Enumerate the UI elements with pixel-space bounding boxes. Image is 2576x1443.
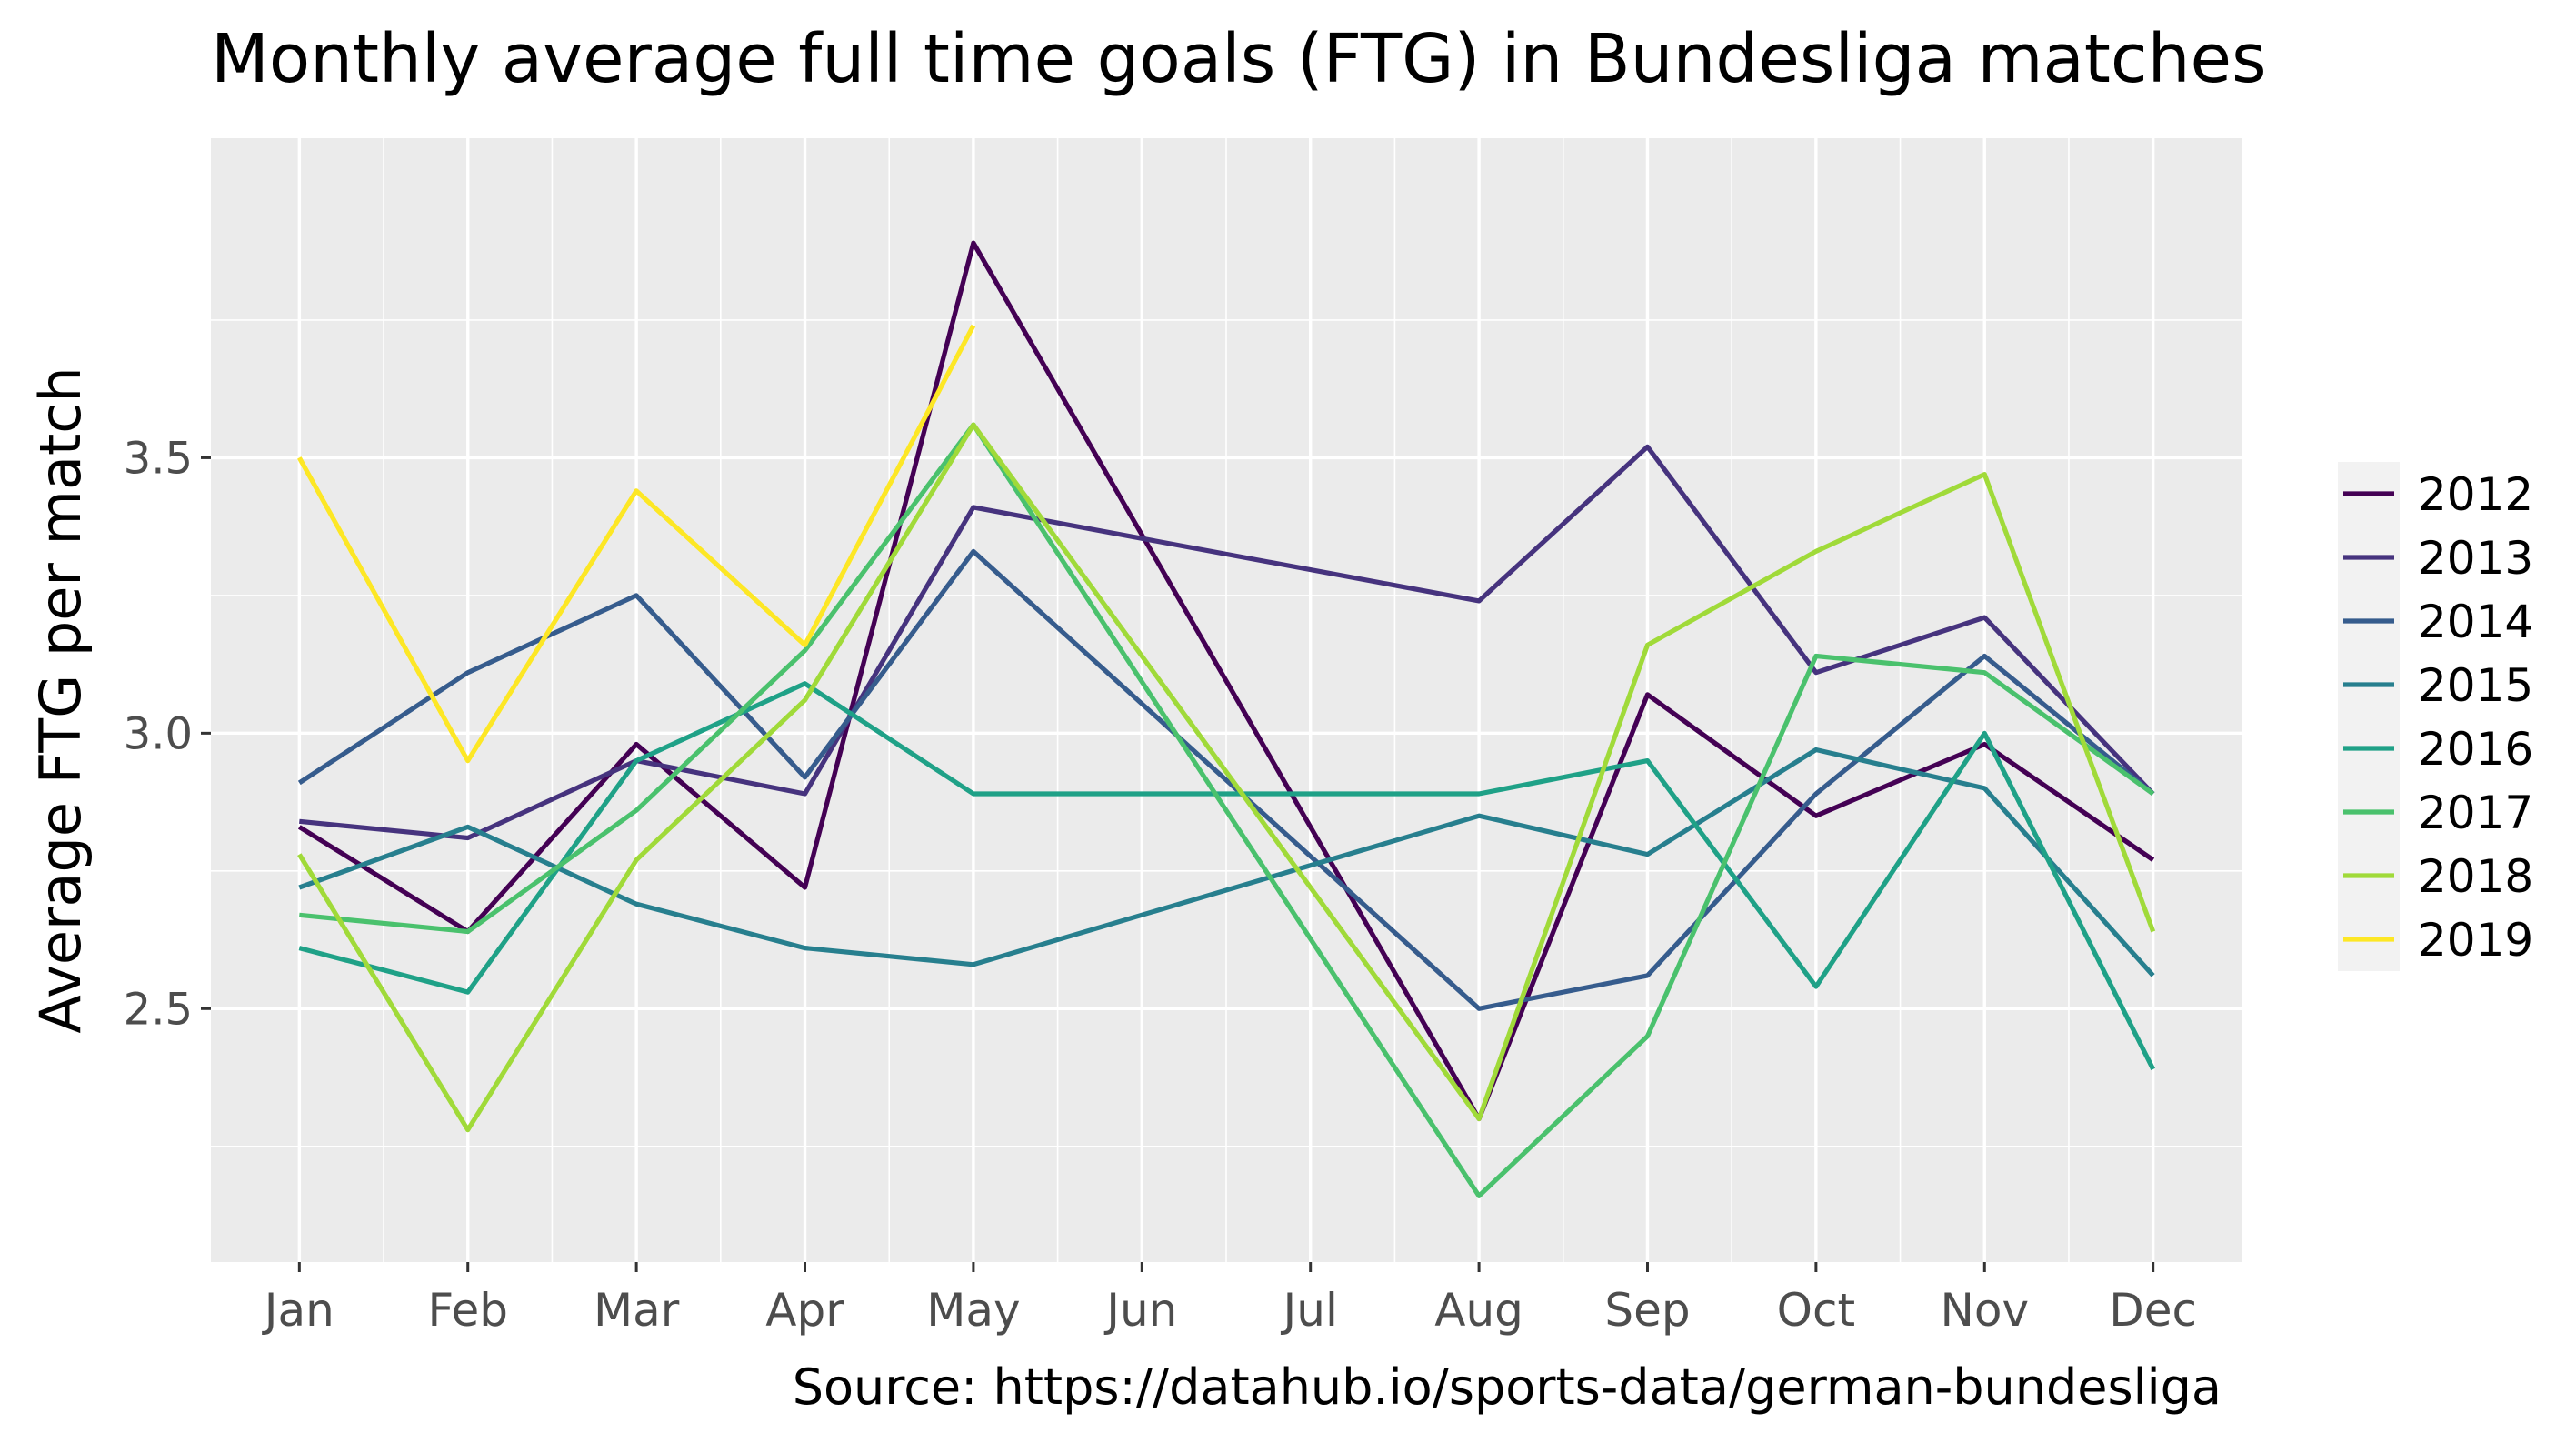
series-line-2017 [299,422,2155,1198]
series-line-2012 [297,240,2155,1122]
legend-label-2015: 2015 [2418,659,2533,712]
legend-label-2013: 2013 [2418,532,2533,585]
plot-panel [211,138,2242,1262]
x-tick-label: May [926,1284,1020,1337]
legend-label-2016: 2016 [2418,723,2533,776]
legend-label-2017: 2017 [2418,787,2533,839]
x-tick-label: Dec [2109,1284,2197,1337]
x-tick-label: Mar [594,1284,680,1337]
x-tick-label: Jan [262,1284,334,1337]
x-tick-label: Feb [427,1284,508,1337]
y-tick-label: 3.0 [124,708,193,759]
y-axis-title: Average FTG per match [27,366,94,1033]
legend-label-2014: 2014 [2418,596,2533,648]
legend-key-background [2338,462,2400,971]
series-line-2015 [298,747,2155,977]
legend-label-2012: 2012 [2418,468,2533,521]
x-tick-label: Jun [1103,1284,1177,1337]
series-line-2018 [297,422,2156,1133]
series-lines [297,240,2156,1198]
chart-title: Monthly average full time goals (FTG) in… [211,20,2267,98]
series-line-2016 [298,681,2156,1071]
x-tick-label: Oct [1777,1284,1855,1337]
x-tick-label: Aug [1434,1284,1523,1337]
x-tick-label: Jul [1281,1284,1338,1337]
legend: 2012 2013 2014 2015 2016 2017 2018 2019 [2338,462,2533,971]
series-line-2013 [299,444,2155,841]
legend-label-2019: 2019 [2418,914,2533,967]
x-tick-label: Sep [1604,1284,1690,1337]
series-line-2014 [297,548,2155,1011]
x-tick-label: Nov [1940,1284,2029,1337]
y-tick-label: 2.5 [124,984,193,1035]
source-caption: Source: https://datahub.io/sports-data/g… [792,1358,2222,1416]
axes: 2.5 3.0 3.5 Jan Feb Mar Apr May Jun Jul Aug Sep Oct N… [27,366,2197,1337]
y-tick-label: 3.5 [124,433,193,484]
x-tick-label: Apr [765,1284,844,1337]
series-line-2019 [297,324,976,764]
legend-label-2018: 2018 [2418,850,2533,903]
